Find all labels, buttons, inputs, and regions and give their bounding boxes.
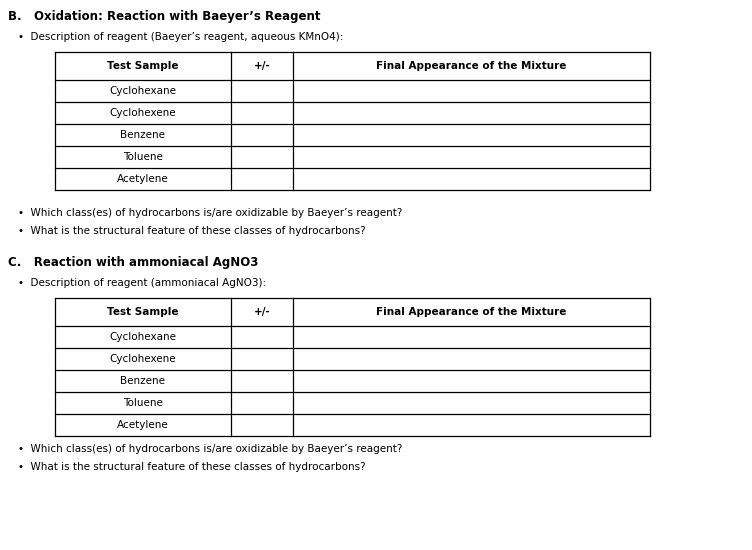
Text: Benzene: Benzene — [120, 376, 165, 386]
Text: Benzene: Benzene — [120, 130, 165, 140]
Text: Acetylene: Acetylene — [117, 174, 168, 184]
Text: Test Sample: Test Sample — [107, 61, 178, 71]
Text: Cyclohexene: Cyclohexene — [110, 354, 176, 364]
Text: C.   Reaction with ammoniacal AgNO3: C. Reaction with ammoniacal AgNO3 — [8, 256, 259, 269]
Text: •  What is the structural feature of these classes of hydrocarbons?: • What is the structural feature of thes… — [18, 462, 365, 472]
Text: B.   Oxidation: Reaction with Baeyer’s Reagent: B. Oxidation: Reaction with Baeyer’s Rea… — [8, 10, 320, 23]
Text: Cyclohexane: Cyclohexane — [109, 86, 176, 96]
Text: Toluene: Toluene — [123, 152, 162, 162]
Text: •  What is the structural feature of these classes of hydrocarbons?: • What is the structural feature of thes… — [18, 226, 365, 236]
Text: Test Sample: Test Sample — [107, 307, 178, 317]
Text: Cyclohexane: Cyclohexane — [109, 332, 176, 342]
Text: •  Which class(es) of hydrocarbons is/are oxidizable by Baeyer’s reagent?: • Which class(es) of hydrocarbons is/are… — [18, 444, 402, 454]
Text: +/-: +/- — [253, 307, 270, 317]
Text: •  Description of reagent (Baeyer’s reagent, aqueous KMnO4):: • Description of reagent (Baeyer’s reage… — [18, 32, 344, 42]
Text: Final Appearance of the Mixture: Final Appearance of the Mixture — [376, 61, 567, 71]
Text: •  Description of reagent (ammoniacal AgNO3):: • Description of reagent (ammoniacal AgN… — [18, 278, 266, 288]
Text: Toluene: Toluene — [123, 398, 162, 408]
Text: Final Appearance of the Mixture: Final Appearance of the Mixture — [376, 307, 567, 317]
Text: +/-: +/- — [253, 61, 270, 71]
Text: Acetylene: Acetylene — [117, 420, 168, 430]
Text: •  Which class(es) of hydrocarbons is/are oxidizable by Baeyer’s reagent?: • Which class(es) of hydrocarbons is/are… — [18, 208, 402, 218]
Text: Cyclohexene: Cyclohexene — [110, 108, 176, 118]
